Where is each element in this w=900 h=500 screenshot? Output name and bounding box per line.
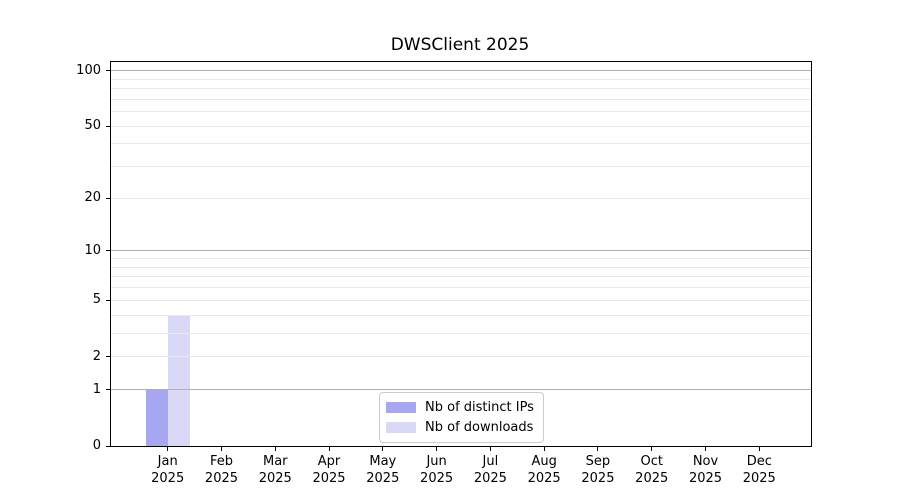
major-gridline: [111, 70, 811, 72]
x-tick-mark: [382, 446, 384, 451]
minor-gridline: [111, 356, 811, 358]
legend-label-downloads: Nb of downloads: [425, 420, 534, 435]
x-tick-label-feb: Feb 2025: [204, 454, 239, 486]
y-tick-label: 1: [92, 381, 101, 397]
y-tick-mark: [106, 389, 111, 391]
minor-gridline: [111, 166, 811, 168]
minor-gridline: [111, 98, 811, 100]
bar-distinct-ips-jan: [145, 389, 168, 446]
x-tick-label-sep: Sep 2025: [581, 454, 615, 486]
x-tick-label-apr: Apr 2025: [312, 454, 346, 486]
y-tick-label: 50: [84, 118, 101, 134]
x-tick-mark: [489, 446, 491, 451]
y-tick-mark: [106, 299, 111, 301]
x-tick-label-jan: Jan 2025: [151, 454, 185, 486]
x-tick-label-aug: Aug 2025: [527, 454, 561, 486]
legend-swatch-downloads: [386, 422, 416, 433]
y-tick-mark: [106, 250, 111, 252]
y-tick-mark: [106, 125, 111, 127]
x-tick-mark: [758, 446, 760, 451]
plot-area: 0 1 2 5 10 20 50 100 Jan 2025 Feb 2025 Mar 2025 Apr 202…: [76, 61, 812, 486]
minor-gridline: [111, 332, 811, 334]
x-tick-mark: [597, 446, 599, 451]
y-tick-mark: [106, 70, 111, 72]
legend: Nb of distinct IPs Nb of downloads: [379, 392, 544, 443]
x-tick-mark: [220, 446, 222, 451]
chart-title: DWSClient 2025: [390, 35, 530, 55]
minor-gridline: [111, 143, 811, 145]
x-tick-label-nov: Nov 2025: [688, 454, 723, 486]
major-gridline: [111, 389, 811, 391]
minor-gridline: [111, 266, 811, 268]
minor-gridline: [111, 299, 811, 301]
x-tick-label-oct: Oct 2025: [635, 454, 669, 486]
minor-gridline: [111, 111, 811, 113]
minor-gridline: [111, 287, 811, 289]
x-tick-mark: [543, 446, 545, 451]
x-tick-mark: [328, 446, 330, 451]
bar-downloads-jan: [167, 315, 190, 446]
x-tick-label-mar: Mar 2025: [258, 454, 292, 486]
minor-gridline: [111, 78, 811, 80]
y-tick-label: 0: [92, 438, 101, 453]
x-tick-label-jul: Jul 2025: [473, 454, 507, 486]
x-tick-mark: [167, 446, 169, 451]
legend-label-distinct-ips: Nb of distinct IPs: [425, 400, 534, 415]
y-tick-label: 100: [76, 62, 101, 78]
legend-item-downloads: Nb of downloads: [386, 419, 534, 436]
y-tick-label: 10: [84, 242, 101, 258]
minor-gridline: [111, 197, 811, 199]
y-tick-mark: [106, 197, 111, 199]
minor-gridline: [111, 258, 811, 260]
minor-gridline: [111, 276, 811, 278]
y-tick-mark: [106, 356, 111, 358]
x-tick-mark: [705, 446, 706, 451]
major-gridline: [111, 250, 811, 252]
x-tick-label-dec: Dec 2025: [742, 454, 776, 486]
legend-swatch-distinct-ips: [386, 402, 416, 413]
minor-gridline: [111, 125, 811, 127]
x-tick-mark: [274, 446, 276, 451]
x-tick-mark: [436, 446, 438, 451]
x-tick-label-jun: Jun 2025: [420, 454, 454, 486]
legend-item-distinct-ips: Nb of distinct IPs: [386, 399, 534, 416]
y-tick-label: 5: [92, 292, 101, 308]
y-tick-label: 20: [84, 190, 101, 206]
x-tick-label-may: May 2025: [366, 454, 400, 486]
y-tick-label: 2: [92, 348, 101, 364]
minor-gridline: [111, 314, 811, 316]
y-tick-mark: [106, 445, 111, 447]
x-tick-mark: [651, 446, 653, 451]
minor-gridline: [111, 88, 811, 90]
